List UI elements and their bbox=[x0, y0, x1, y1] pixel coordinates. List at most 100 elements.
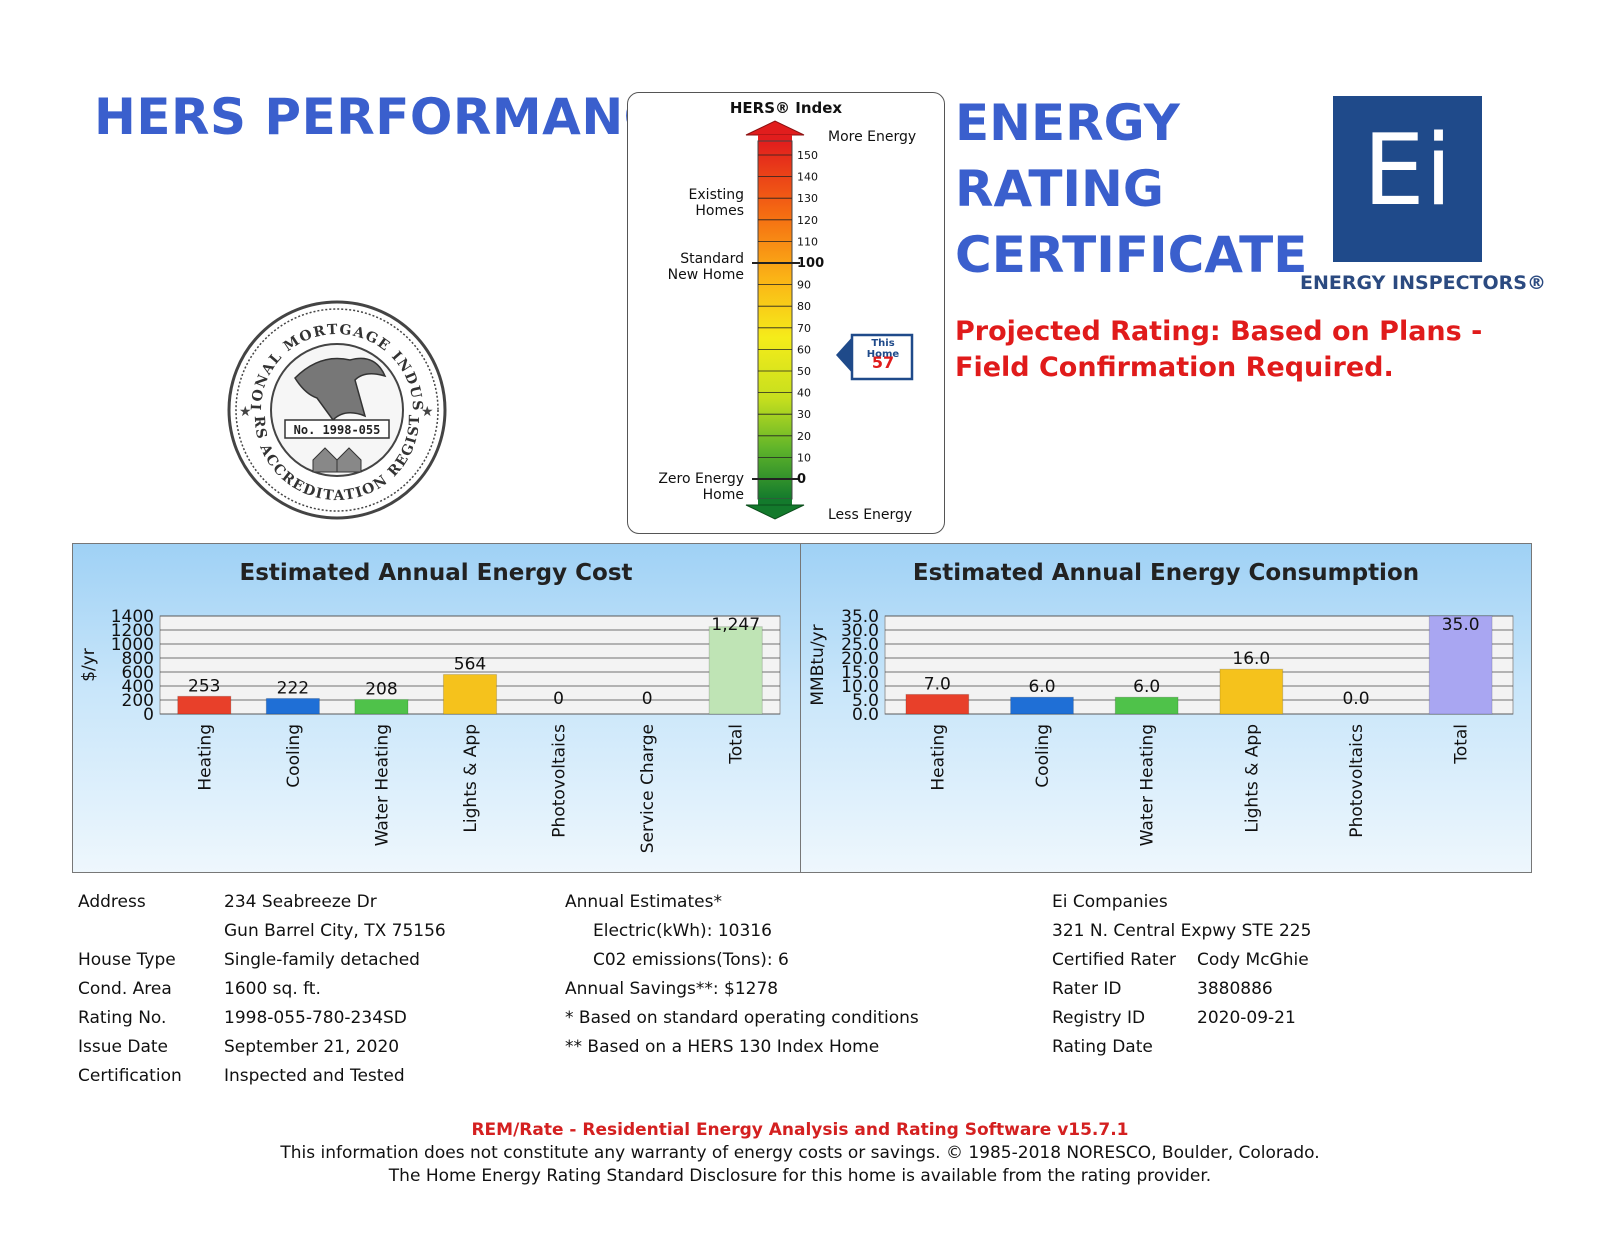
hers-index-panel: HERS® Index More Energy Less Energy Exis… bbox=[627, 92, 945, 534]
data-label: 0.0 bbox=[1342, 689, 1369, 709]
y-tick-label: 1400 bbox=[111, 607, 154, 627]
rating-date-value: 2020-09-21 bbox=[1197, 1008, 1296, 1028]
company-logo: Ei bbox=[1333, 96, 1482, 262]
bar bbox=[905, 693, 970, 715]
this-home-pointer-icon bbox=[836, 335, 854, 375]
issue-date-value: September 21, 2020 bbox=[224, 1037, 400, 1057]
property-values: 234 Seabreeze Dr Gun Barrel City, TX 751… bbox=[224, 888, 446, 1091]
hers-tick-label: 150 bbox=[797, 149, 818, 162]
house-icon bbox=[312, 447, 362, 473]
chart-divider bbox=[800, 543, 801, 873]
this-home-label: This Home bbox=[866, 338, 900, 360]
more-energy-arrow-icon bbox=[745, 120, 805, 136]
rating-no-label: Rating No. bbox=[78, 1008, 167, 1028]
issue-date-label: Issue Date bbox=[78, 1037, 168, 1057]
certificate-title-line: RATING bbox=[955, 160, 1164, 218]
data-label: 208 bbox=[365, 679, 397, 699]
less-energy-label: Less Energy bbox=[828, 507, 913, 523]
y-tick-label: 800 bbox=[122, 649, 154, 669]
certified-rater-label: Certified Rater bbox=[1052, 950, 1177, 970]
y-tick-label: 0 bbox=[143, 705, 154, 725]
y-tick-label: 1000 bbox=[111, 635, 154, 655]
hers-tick-label: 30 bbox=[797, 408, 811, 421]
cost-chart-title: Estimated Annual Energy Cost bbox=[239, 560, 633, 586]
data-label: 1,247 bbox=[711, 615, 760, 635]
address-line1: 234 Seabreeze Dr bbox=[224, 892, 377, 912]
x-tick-label: Photovoltaics bbox=[1347, 724, 1367, 838]
bar bbox=[177, 695, 232, 715]
data-label: 222 bbox=[277, 678, 309, 698]
plot-area bbox=[884, 615, 1514, 715]
rater-street: 321 N. Central Expwy STE 225 bbox=[1052, 921, 1312, 941]
data-label: 0 bbox=[553, 689, 564, 709]
y-tick-label: 25.0 bbox=[841, 635, 879, 655]
logo-caption: ENERGY INSPECTORS® bbox=[1300, 272, 1546, 294]
y-tick-label: 0.0 bbox=[852, 705, 879, 725]
bar bbox=[442, 674, 498, 715]
x-tick-label: Service Charge bbox=[638, 724, 658, 853]
hers-tick-label: 140 bbox=[797, 171, 818, 184]
registry-id-label: Registry ID bbox=[1052, 1008, 1146, 1028]
seal-number: No. 1998-055 bbox=[294, 423, 381, 437]
x-tick-label: Heating bbox=[928, 724, 948, 791]
disclosure-note: The Home Energy Rating Standard Disclosu… bbox=[388, 1166, 1212, 1186]
more-energy-label: More Energy bbox=[828, 129, 917, 145]
rater-company: Ei Companies bbox=[1052, 892, 1168, 912]
y-tick-label: 200 bbox=[122, 691, 154, 711]
bar bbox=[354, 698, 409, 715]
y-tick-label: 5.0 bbox=[852, 691, 879, 711]
x-tick-label: Total bbox=[727, 724, 747, 765]
hers-tick-label: 20 bbox=[797, 430, 811, 443]
y-axis-label: $/yr bbox=[79, 648, 99, 682]
rater-values: Cody McGhie 3880886 2020-09-21 bbox=[1197, 946, 1309, 1033]
x-tick-label: Lights & App bbox=[1242, 724, 1262, 833]
x-tick-label: Water Heating bbox=[1138, 724, 1158, 846]
y-tick-label: 10.0 bbox=[841, 677, 879, 697]
estimates-note2: ** Based on a HERS 130 Index Home bbox=[565, 1037, 880, 1057]
zero-energy-home-label: Zero Energy Home bbox=[658, 471, 744, 503]
y-tick-label: 15.0 bbox=[841, 663, 879, 683]
bar bbox=[708, 626, 763, 715]
projected-rating-note: Projected Rating: Based on Plans - Field… bbox=[955, 316, 1483, 383]
software-credit: REM/Rate - Residential Energy Analysis a… bbox=[471, 1120, 1129, 1140]
hers-tick-label: 110 bbox=[797, 235, 818, 248]
y-tick-label: 1200 bbox=[111, 621, 154, 641]
svg-text:★: ★ bbox=[239, 404, 252, 420]
certified-rater-value: Cody McGhie bbox=[1197, 950, 1309, 970]
x-tick-label: Total bbox=[1452, 724, 1472, 765]
hers-tick-label: 0 bbox=[797, 472, 806, 487]
rating-no-value: 1998-055-780-234SD bbox=[224, 1008, 407, 1028]
existing-homes-label: Existing Homes bbox=[688, 187, 744, 219]
y-tick-label: 600 bbox=[122, 663, 154, 683]
rating-date-label: Rating Date bbox=[1052, 1037, 1153, 1057]
rater-labels: Ei Companies 321 N. Central Expwy STE 22… bbox=[1052, 888, 1311, 1062]
property-labels: Address House Type Cond. Area Rating No.… bbox=[78, 888, 182, 1091]
bar bbox=[1428, 615, 1493, 715]
data-label: 6.0 bbox=[1028, 677, 1055, 697]
x-tick-label: Photovoltaics bbox=[550, 724, 570, 838]
y-tick-label: 400 bbox=[122, 677, 154, 697]
hers-tick-label: 50 bbox=[797, 365, 811, 378]
hers-tick-label: 90 bbox=[797, 279, 811, 292]
hers-tick-label: 70 bbox=[797, 322, 811, 335]
bar bbox=[265, 697, 320, 715]
data-label: 6.0 bbox=[1133, 677, 1160, 697]
y-tick-label: 20.0 bbox=[841, 649, 879, 669]
house-type-label: House Type bbox=[78, 950, 176, 970]
co2-estimate: C02 emissions(Tons): 6 bbox=[593, 950, 789, 970]
hers-tick-label: 130 bbox=[797, 192, 818, 205]
consumption-chart-title: Estimated Annual Energy Consumption bbox=[912, 560, 1420, 586]
logo-letters: Ei bbox=[1362, 114, 1453, 228]
certificate-title-line: ENERGY bbox=[955, 94, 1180, 152]
x-tick-label: Cooling bbox=[284, 724, 304, 788]
bar bbox=[1219, 668, 1284, 715]
y-tick-label: 30.0 bbox=[841, 621, 879, 641]
cost-chart: 0200400600800100012001400$/yr253Heating2… bbox=[79, 607, 781, 853]
hers-tick-label: 60 bbox=[797, 343, 811, 356]
rater-id-value: 3880886 bbox=[1197, 979, 1273, 999]
less-energy-arrow-icon bbox=[745, 504, 805, 520]
x-tick-label: Lights & App bbox=[461, 724, 481, 833]
hers-tick-label: 120 bbox=[797, 214, 818, 227]
